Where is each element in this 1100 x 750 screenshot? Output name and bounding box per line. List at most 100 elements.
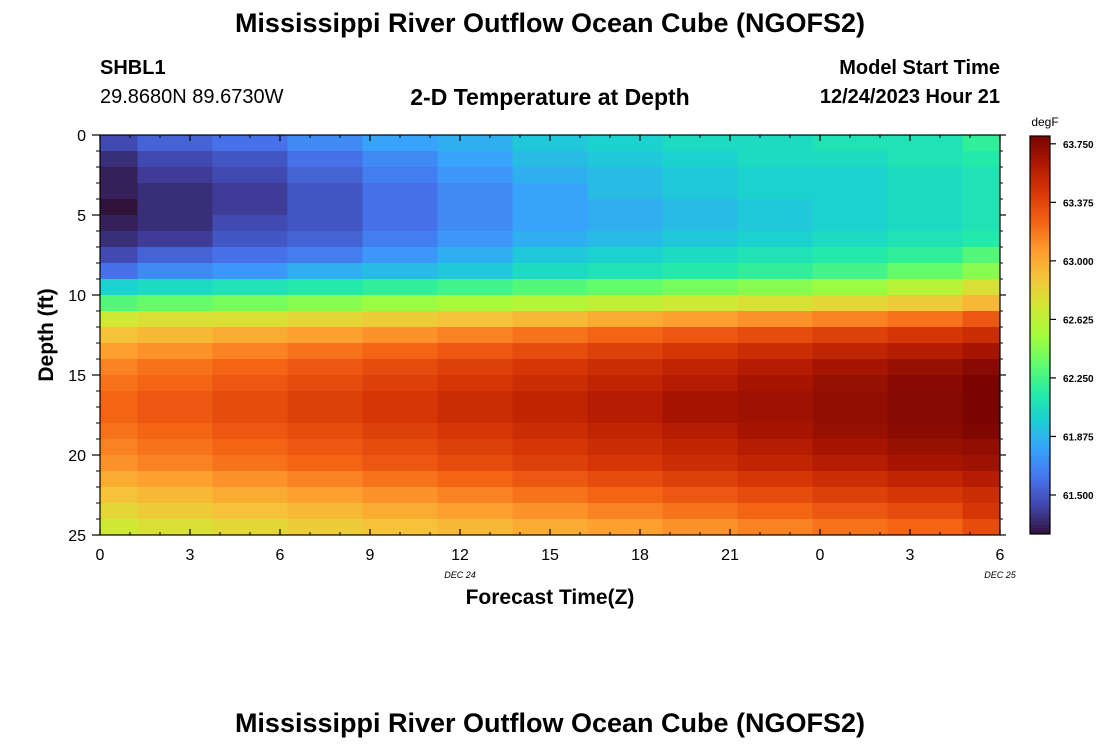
colorbar-segment: [1030, 242, 1050, 246]
heatmap-cell: [587, 247, 663, 264]
heatmap-cell: [437, 279, 513, 296]
heatmap-cell: [812, 503, 888, 520]
x-tick-label: 3: [906, 547, 915, 564]
colorbar-segment: [1030, 378, 1050, 382]
heatmap-cell: [137, 247, 213, 264]
heatmap-cell: [212, 311, 288, 328]
colorbar-segment: [1030, 394, 1050, 399]
heatmap-cell: [512, 455, 588, 472]
heatmap-cell: [962, 519, 1001, 536]
heatmap-cell: [100, 263, 138, 280]
heatmap-cell: [812, 183, 888, 200]
heatmap-cell: [662, 295, 738, 312]
heatmap-cell: [587, 359, 663, 376]
heatmap-cell: [100, 231, 138, 248]
colorbar-segment: [1030, 520, 1050, 525]
chart-subtitle: 2-D Temperature at Depth: [410, 84, 690, 110]
colorbar-segment: [1030, 434, 1050, 439]
heatmap-cell: [362, 263, 438, 280]
colorbar-tick-label: 62.625: [1063, 315, 1094, 326]
colorbar-segment: [1030, 318, 1050, 323]
heatmap-cell: [662, 455, 738, 472]
heatmap-cell: [137, 471, 213, 488]
heatmap-cell: [362, 503, 438, 520]
colorbar-segment: [1030, 235, 1050, 240]
colorbar-segment: [1030, 441, 1050, 445]
colorbar-segment: [1030, 507, 1050, 512]
heatmap-cell: [100, 391, 138, 408]
heatmap-cell: [812, 151, 888, 168]
heatmap-cell: [887, 503, 963, 520]
heatmap-cell: [287, 375, 363, 392]
heatmap-cell: [887, 151, 963, 168]
heatmap-cell: [137, 391, 213, 408]
heatmap-cell: [737, 423, 813, 440]
x-axis-label: Forecast Time(Z): [466, 586, 635, 609]
colorbar-segment: [1030, 145, 1050, 150]
colorbar-unit-label: degF: [1031, 115, 1058, 129]
colorbar-segment: [1030, 457, 1050, 462]
heatmap-cell: [587, 199, 663, 216]
heatmap-cell: [812, 135, 888, 152]
heatmap-cell: [212, 215, 288, 232]
heatmap-cell: [737, 279, 813, 296]
heatmap-cell: [737, 167, 813, 184]
heatmap-cell: [587, 439, 663, 456]
x-tick-label: 12: [451, 547, 469, 564]
colorbar-segment: [1030, 195, 1050, 200]
colorbar-segment: [1030, 218, 1050, 223]
heatmap-cell: [512, 423, 588, 440]
heatmap-cell: [737, 375, 813, 392]
heatmap-cell: [287, 471, 363, 488]
colorbar-segment: [1030, 165, 1050, 170]
heatmap-cell: [737, 439, 813, 456]
colorbar-segment: [1030, 308, 1050, 313]
heatmap-cell: [362, 167, 438, 184]
heatmap-cell: [587, 375, 663, 392]
heatmap-cell: [662, 343, 738, 360]
heatmap-cell: [212, 327, 288, 344]
heatmap-cell: [100, 439, 138, 456]
heatmap-cell: [212, 407, 288, 424]
heatmap-cell: [887, 423, 963, 440]
y-axis-label: Depth (ft): [35, 288, 58, 381]
heatmap-cell: [812, 167, 888, 184]
colorbar-segment: [1030, 255, 1050, 260]
heatmap-cell: [362, 455, 438, 472]
colorbar-segment: [1030, 245, 1050, 250]
heatmap-cell: [662, 391, 738, 408]
heatmap-cell: [137, 231, 213, 248]
colorbar-segment: [1030, 215, 1050, 220]
heatmap-cell: [137, 151, 213, 168]
heatmap-cell: [662, 263, 738, 280]
heatmap-cell: [662, 311, 738, 328]
heatmap-cell: [100, 423, 138, 440]
colorbar-segment: [1030, 388, 1050, 392]
heatmap-cell: [512, 519, 588, 536]
heatmap-cell: [212, 455, 288, 472]
heatmap-cell: [287, 439, 363, 456]
colorbar-segment: [1030, 368, 1050, 372]
colorbar-segment: [1030, 291, 1050, 296]
heatmap-cell: [100, 519, 138, 536]
heatmap-cell: [512, 359, 588, 376]
heatmap-cell: [587, 279, 663, 296]
heatmap-cell: [137, 375, 213, 392]
heatmap-cell: [962, 183, 1001, 200]
heatmap-cell: [362, 343, 438, 360]
heatmap-cell: [137, 503, 213, 520]
heatmap-cell: [137, 439, 213, 456]
colorbar-segment: [1030, 361, 1050, 366]
heatmap-cell: [137, 167, 213, 184]
heatmap-cell: [137, 135, 213, 152]
heatmap-cell: [100, 215, 138, 232]
colorbar-segment: [1030, 275, 1050, 280]
heatmap-cell: [587, 343, 663, 360]
heatmap-cell: [212, 247, 288, 264]
heatmap-cell: [812, 439, 888, 456]
heatmap-cell: [587, 183, 663, 200]
heatmap-cell: [512, 375, 588, 392]
heatmap-cell: [362, 439, 438, 456]
heatmap-cell: [287, 407, 363, 424]
heatmap-cell: [812, 391, 888, 408]
